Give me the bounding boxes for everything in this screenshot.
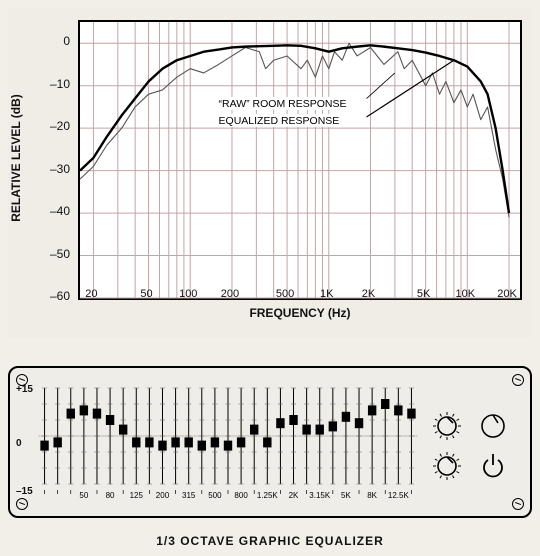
knob-d[interactable] [476,449,510,488]
eq-scale-min: –15 [16,486,33,497]
eq-slider[interactable] [368,405,376,415]
eq-slider[interactable] [106,415,114,425]
y-tick: –30 [8,162,70,176]
eq-slider[interactable] [211,437,219,447]
eq-slider[interactable] [224,441,232,451]
eq-freq-label: 3.15K [309,491,331,500]
eq-slider[interactable] [407,409,415,419]
eq-freq-label: 5K [341,491,351,500]
eq-slider[interactable] [171,437,179,447]
eq-slider[interactable] [80,405,88,415]
eq-scale-max: +15 [16,384,33,395]
x-tick: 500 [276,288,294,300]
eq-slider[interactable] [250,425,258,435]
eq-slider[interactable] [184,437,192,447]
x-axis-label: FREQUENCY (Hz) [78,306,522,320]
x-tick: 100 [179,288,197,300]
y-tick: –40 [8,204,70,218]
eq-knobs [424,408,516,488]
y-tick: 0 [8,34,70,48]
eq-freq-label: 200 [156,491,170,500]
y-tick: –50 [8,247,70,261]
eq-slider[interactable] [158,441,166,451]
equalizer-panel: +15 0 –15 50 80 125 200 315 500 800 1.25K 2K 3.15… [8,366,532,518]
y-tick: –20 [8,119,70,133]
eq-slider[interactable] [93,409,101,419]
eq-freq-label: 80 [106,491,115,500]
x-tick: 5K [417,288,430,300]
eq-slider[interactable] [394,405,402,415]
eq-slider[interactable] [342,412,350,422]
x-tick: 2K [362,288,375,300]
x-tick: 50 [140,288,152,300]
eq-slider[interactable] [119,425,127,435]
eq-slider[interactable] [132,437,140,447]
eq-slider[interactable] [381,399,389,409]
eq-slider[interactable] [329,421,337,431]
screw-icon [512,374,524,386]
eq-slider[interactable] [237,437,245,447]
eq-slider[interactable] [276,418,284,428]
eq-slider[interactable] [355,418,363,428]
eq-freq-label: 500 [208,491,222,500]
y-tick: –60 [8,289,70,303]
eq-freq-label: 1.25K [257,491,279,500]
y-axis-label: RELATIVE LEVEL (dB) [9,94,23,222]
raw-response-label: “RAW” ROOM RESPONSE [219,98,347,110]
eq-freq-label: 50 [79,491,88,500]
response-chart: RELATIVE LEVEL (dB) “RAW” ROOM RESPONSE E… [8,8,532,338]
equalized-response-label: EQUALIZED RESPONSE [219,115,340,127]
plot-area: “RAW” ROOM RESPONSE EQUALIZED RESPONSE [78,20,522,300]
x-tick: 200 [221,288,239,300]
eq-freq-label: 800 [234,491,248,500]
eq-slider[interactable] [53,437,61,447]
eq-slider[interactable] [302,425,310,435]
eq-slider[interactable] [198,441,206,451]
eq-slider[interactable] [316,425,324,435]
eq-freq-label: 2K [289,491,299,500]
eq-scale-zero: 0 [16,438,22,449]
x-tick: 20 [85,288,97,300]
knob-c[interactable] [430,449,464,488]
x-tick: 1K [320,288,333,300]
x-tick: 20K [497,288,517,300]
eq-slider[interactable] [289,415,297,425]
eq-slider[interactable] [145,437,153,447]
eq-freq-label: 315 [182,491,196,500]
knob-a[interactable] [430,409,464,448]
eq-slider[interactable] [40,441,48,451]
eq-freq-label: 12.5K [388,491,410,500]
x-tick: 10K [456,288,476,300]
equalizer-caption: 1/3 OCTAVE GRAPHIC EQUALIZER [8,534,532,548]
eq-slider[interactable] [67,409,75,419]
y-tick: –10 [8,77,70,91]
eq-sliders: 50 80 125 200 315 500 800 1.25K 2K 3.15K 5K 8K 12.5K [38,382,418,506]
knob-b[interactable] [476,409,510,448]
eq-freq-label: 8K [367,491,377,500]
screw-icon [512,498,524,510]
eq-freq-label: 125 [130,491,144,500]
eq-slider[interactable] [263,437,271,447]
screw-icon [16,498,28,510]
